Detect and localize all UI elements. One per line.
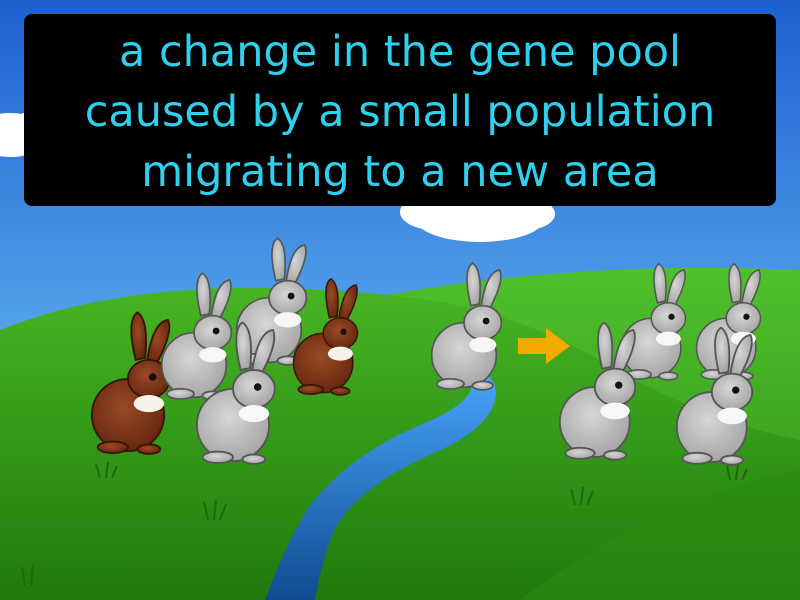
grass-tufts: [21, 461, 748, 586]
definition-line-3: migrating to a new area: [141, 147, 659, 197]
rabbit-gray-1: [160, 272, 233, 401]
arrow-right-icon: [518, 328, 570, 364]
definition-line-1: a change in the gene pool: [118, 27, 682, 77]
river: [265, 368, 496, 600]
definition-caption: a change in the gene pool caused by a sm…: [24, 14, 776, 206]
rabbit-brown-large: [90, 311, 171, 455]
rabbit-brown-small: [292, 277, 359, 396]
definition-line-2: caused by a small population: [84, 87, 716, 137]
hill-lower-right: [520, 470, 800, 600]
rabbit-gray-4: [620, 262, 687, 381]
rabbit-gray-6: [558, 321, 637, 461]
rabbit-gray-3: [195, 321, 276, 465]
rabbit-gray-migrating: [430, 262, 503, 391]
rabbit-gray-2: [235, 237, 308, 366]
rabbit-gray-7: [675, 326, 754, 466]
